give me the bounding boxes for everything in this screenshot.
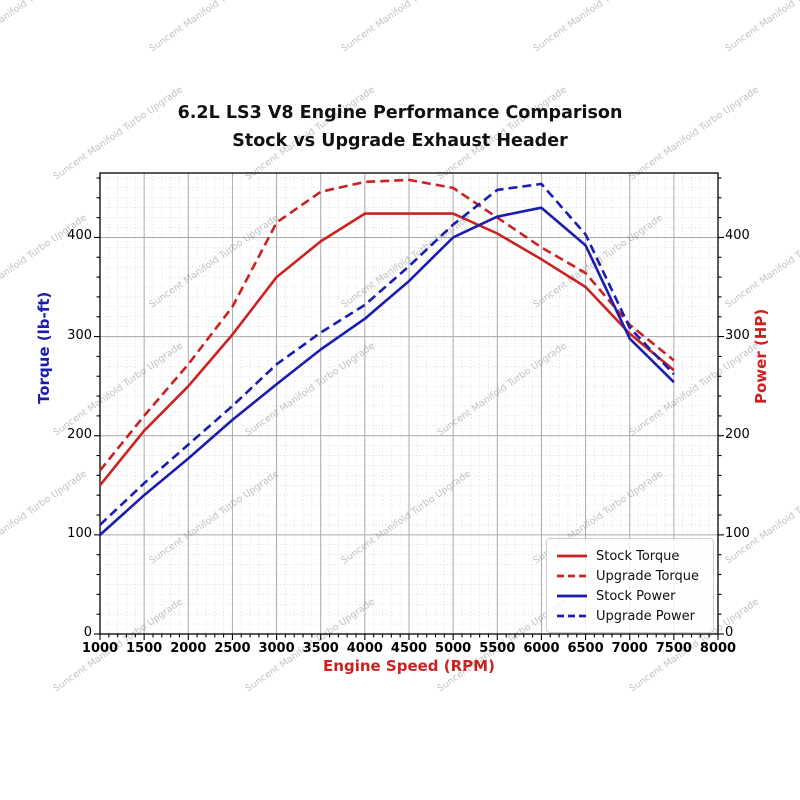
y-tick-label-right: 300 xyxy=(725,327,750,343)
curves xyxy=(98,178,675,536)
stock-power-line xyxy=(99,206,675,536)
y-tick-label-left: 200 xyxy=(67,426,92,442)
x-tick-label: 3000 xyxy=(258,641,295,656)
legend-label: Upgrade Torque xyxy=(596,568,700,584)
y-tick-label-left: 0 xyxy=(83,625,92,640)
x-tick-label: 8000 xyxy=(699,641,737,656)
x-tick-label: 4500 xyxy=(390,641,428,656)
legend-label: Stock Power xyxy=(596,588,676,604)
y-tick-label-right: 0 xyxy=(725,625,734,640)
upgrade-torque-line xyxy=(98,178,675,472)
legend: Stock Torque Upgrade Torque Stock Power Upg… xyxy=(546,538,714,633)
legend-item: Stock Power xyxy=(556,586,704,606)
upgrade-power-line xyxy=(99,182,675,526)
legend-line-sample xyxy=(557,594,587,598)
chart-title-line-1: 6.2L LS3 V8 Engine Performance Compariso… xyxy=(177,103,623,123)
legend-line-sample xyxy=(557,574,587,578)
chart-title-line-2: Stock vs Upgrade Exhaust Header xyxy=(232,131,568,151)
x-tick-label: 6500 xyxy=(567,641,604,656)
y-tick-label-right: 400 xyxy=(725,228,750,244)
chart-title: 6.2L LS3 V8 Engine Performance Compariso… xyxy=(0,99,800,155)
minor-grid xyxy=(100,173,718,634)
y-tick-label-left: 100 xyxy=(67,525,92,541)
legend-item: Upgrade Power xyxy=(556,606,704,626)
legend-item: Stock Torque xyxy=(556,546,704,566)
legend-label: Stock Torque xyxy=(596,548,680,564)
legend-line-sample xyxy=(557,614,587,618)
y-tick-label-right: 200 xyxy=(725,426,750,442)
x-tick-label: 3500 xyxy=(302,641,339,656)
major-grid xyxy=(100,173,718,634)
x-tick-label: 2500 xyxy=(214,641,251,656)
y-tick-label-left: 300 xyxy=(67,327,92,343)
legend-label: Upgrade Power xyxy=(596,608,696,624)
x-tick-label: 5000 xyxy=(435,641,472,656)
x-tick-label: 4000 xyxy=(346,641,383,656)
legend-line-sample xyxy=(557,554,587,558)
watermark-text: Suncent Manifold Turbo Upgrade xyxy=(0,0,89,54)
watermark-text: Suncent Manifold Turbo Upgrade xyxy=(723,0,800,54)
watermark-text: Suncent Manifold Turbo Upgrade xyxy=(339,0,473,54)
watermark-text: Suncent Manifold Turbo Upgrade xyxy=(51,340,185,438)
y-tick-label-left: 400 xyxy=(67,228,92,244)
x-tick-label: 7500 xyxy=(655,641,692,656)
y-tick-label-right: 100 xyxy=(725,525,750,541)
x-tick-label: 2000 xyxy=(170,641,207,656)
watermark-text: Suncent Manifold Turbo Upgrade xyxy=(531,0,665,54)
legend-item: Upgrade Torque xyxy=(556,566,704,586)
watermark-text: Suncent Manifold Turbo Upgrade xyxy=(435,340,569,438)
watermark-text: Suncent Manifold Turbo Upgrade xyxy=(147,468,281,566)
watermark-text: Suncent Manifold Turbo Upgrade xyxy=(723,468,800,566)
x-tick-label: 7000 xyxy=(611,641,648,656)
x-tick-label: 1000 xyxy=(81,641,119,656)
x-tick-label: 6000 xyxy=(523,641,560,656)
watermark-text: Suncent Manifold Turbo Upgrade xyxy=(243,340,377,438)
x-tick-label: 5500 xyxy=(479,641,516,656)
watermark-text: Suncent Manifold Turbo Upgrade xyxy=(723,212,800,310)
x-axis-label: Engine Speed (RPM) xyxy=(323,657,495,675)
stock-torque-line xyxy=(98,212,675,487)
x-tick-label: 1500 xyxy=(126,641,163,656)
watermark-text: Suncent Manifold Turbo Upgrade xyxy=(0,468,89,566)
axis-ticks xyxy=(94,177,724,640)
watermark-text: Suncent Manifold Turbo Upgrade xyxy=(147,0,281,54)
